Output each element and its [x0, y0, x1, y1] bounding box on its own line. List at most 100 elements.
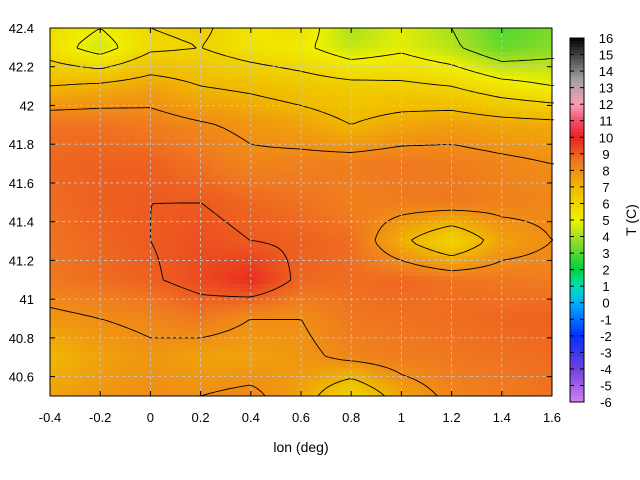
heatmap-cell [246, 68, 251, 73]
heatmap-cell [438, 72, 443, 77]
heatmap-cell [218, 84, 223, 89]
heatmap-cell [74, 116, 79, 121]
heatmap-cell [154, 140, 159, 145]
heatmap-cell [102, 32, 107, 37]
heatmap-cell [346, 32, 351, 37]
heatmap-cell [442, 124, 447, 129]
heatmap-cell [430, 104, 435, 109]
heatmap-cell [194, 64, 199, 69]
heatmap-cell [474, 116, 479, 121]
heatmap-cell [234, 112, 239, 117]
heatmap-cell [222, 132, 227, 137]
heatmap-cell [62, 72, 67, 77]
heatmap-cell [262, 172, 267, 177]
heatmap-cell [530, 28, 535, 33]
heatmap-cell [118, 112, 123, 117]
heatmap-cell [538, 168, 543, 173]
heatmap-cell [318, 80, 323, 85]
heatmap-cell [206, 108, 211, 113]
heatmap-cell [458, 104, 463, 109]
heatmap-cell [270, 112, 275, 117]
heatmap-cell [378, 144, 383, 149]
heatmap-cell [538, 172, 543, 177]
heatmap-cell [462, 132, 467, 137]
heatmap-cell [446, 156, 451, 161]
heatmap-cell [186, 96, 191, 101]
heatmap-cell [502, 64, 507, 69]
heatmap-cell [498, 104, 503, 109]
heatmap-cell [514, 48, 519, 53]
heatmap-cell [318, 44, 323, 49]
heatmap-cell [306, 84, 311, 89]
heatmap-cell [382, 28, 387, 33]
heatmap-cell [50, 28, 55, 33]
heatmap-cell [502, 104, 507, 109]
heatmap-cell [86, 92, 91, 97]
heatmap-cell [58, 160, 63, 165]
heatmap-cell [358, 44, 363, 49]
heatmap-cell [218, 32, 223, 37]
heatmap-cell [214, 128, 219, 133]
heatmap-cell [398, 160, 403, 165]
heatmap-cell [502, 72, 507, 77]
heatmap-cell [122, 28, 127, 33]
heatmap-cell [270, 168, 275, 173]
heatmap-cell [186, 48, 191, 53]
heatmap-cell [430, 148, 435, 153]
heatmap-cell [438, 180, 443, 185]
heatmap-cell [142, 56, 147, 61]
heatmap-cell [90, 88, 95, 93]
heatmap-cell [174, 144, 179, 149]
heatmap-cell [86, 76, 91, 81]
heatmap-cell [454, 96, 459, 101]
heatmap-cell [226, 72, 231, 77]
heatmap-cell [186, 140, 191, 145]
heatmap-cell [338, 72, 343, 77]
heatmap-cell [150, 96, 155, 101]
heatmap-cell [186, 164, 191, 169]
heatmap-cell [422, 64, 427, 69]
heatmap-cell [66, 124, 71, 129]
heatmap-cell [318, 104, 323, 109]
heatmap-cell [254, 124, 259, 129]
heatmap-cell [326, 180, 331, 185]
heatmap-cell [222, 112, 227, 117]
heatmap-cell [190, 116, 195, 121]
heatmap-cell [154, 76, 159, 81]
heatmap-cell [318, 160, 323, 165]
heatmap-cell [110, 176, 115, 181]
heatmap-cell [534, 116, 539, 121]
heatmap-cell [422, 60, 427, 65]
heatmap-cell [242, 92, 247, 97]
heatmap-cell [118, 88, 123, 93]
heatmap-cell [86, 116, 91, 121]
heatmap-cell [518, 32, 523, 37]
heatmap-cell [422, 172, 427, 177]
heatmap-cell [498, 60, 503, 65]
heatmap-cell [90, 168, 95, 173]
heatmap-cell [390, 116, 395, 121]
heatmap-cell [374, 40, 379, 45]
heatmap-cell [366, 40, 371, 45]
heatmap-cell [70, 144, 75, 149]
heatmap-cell [250, 68, 255, 73]
heatmap-cell [426, 108, 431, 113]
heatmap-cell [282, 36, 287, 41]
heatmap-cell [278, 176, 283, 181]
heatmap-cell [422, 168, 427, 173]
heatmap-cell [474, 164, 479, 169]
heatmap-cell [158, 84, 163, 89]
heatmap-cell [482, 160, 487, 165]
heatmap-cell [150, 48, 155, 53]
heatmap-cell [430, 60, 435, 65]
heatmap-cell [462, 96, 467, 101]
heatmap-cell [494, 64, 499, 69]
heatmap-cell [526, 76, 531, 81]
heatmap-cell [62, 132, 67, 137]
heatmap-cell [414, 92, 419, 97]
heatmap-cell [542, 84, 547, 89]
heatmap-cell [90, 64, 95, 69]
heatmap-cell [366, 180, 371, 185]
heatmap-cell [134, 72, 139, 77]
heatmap-cell [498, 96, 503, 101]
